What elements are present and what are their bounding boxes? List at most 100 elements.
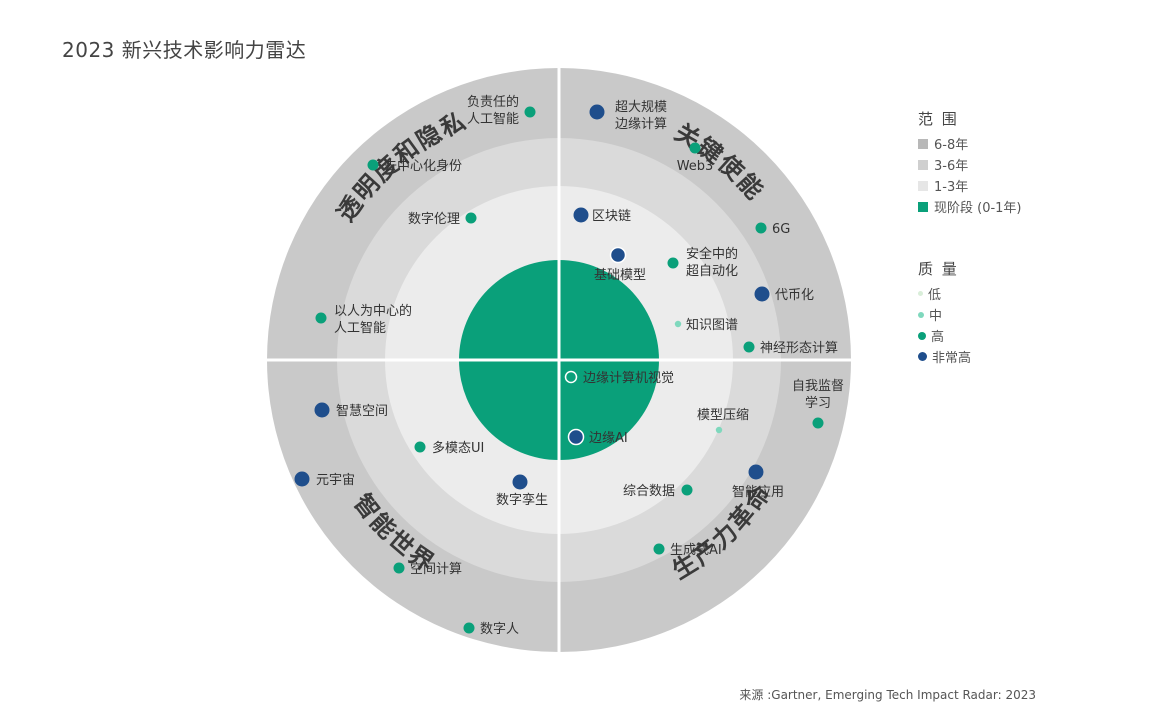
tech-dot (743, 341, 755, 353)
range-legend: 范 围 6-8年 3-6年 1-3年 现阶段 (0-1年) (918, 108, 1022, 217)
tech-label: 智能应用 (732, 484, 784, 500)
tech-dot (465, 212, 477, 224)
tech-dot (463, 622, 475, 634)
tech-label-line2: 人工智能 (334, 321, 386, 336)
tech-label: 模型压缩 (697, 407, 749, 423)
tech-item: 数字伦理 (408, 212, 477, 227)
tech-dot (589, 104, 605, 120)
tech-item: 元宇宙 (294, 471, 355, 488)
tech-item: 区块链 (573, 207, 631, 224)
quality-label: 低 (928, 288, 942, 303)
range-legend-item: 1-3年 (918, 175, 1022, 196)
tech-dot (812, 417, 824, 429)
tech-dot (524, 106, 536, 118)
tech-label: 数字伦理 (408, 212, 460, 227)
quality-dot (918, 291, 923, 296)
tech-label: 多模态UI (432, 440, 484, 456)
tech-label-line2: 人工智能 (467, 112, 519, 127)
tech-label: 区块链 (592, 209, 631, 224)
tech-label: 智慧空间 (336, 403, 388, 419)
tech-dot (754, 286, 770, 302)
range-swatch (918, 138, 928, 149)
tech-dot (755, 222, 767, 234)
range-legend-item: 3-6年 (918, 154, 1022, 175)
tech-dot (674, 320, 682, 328)
tech-dot (315, 312, 327, 324)
tech-item: 基础模型 (594, 246, 646, 283)
tech-label: 综合数据 (623, 484, 675, 499)
tech-item: 生成式AI (653, 543, 722, 558)
tech-label: 代币化 (775, 288, 814, 303)
tech-item: 数字孪生 (496, 474, 548, 508)
quality-legend: 质 量 低中高非常高 (918, 258, 971, 367)
range-legend-item: 现阶段 (0-1年) (918, 196, 1022, 217)
tech-label: 知识图谱 (686, 317, 738, 333)
tech-item: 模型压缩 (697, 407, 749, 434)
quality-legend-item: 低 (918, 283, 971, 304)
tech-dot (414, 441, 426, 453)
tech-label: 数字孪生 (496, 492, 548, 508)
tech-dot (294, 471, 310, 487)
range-label: 1-3年 (934, 180, 969, 195)
tech-item: 空间计算 (393, 562, 462, 577)
tech-dot (681, 484, 693, 496)
tech-item: 多模态UI (414, 440, 484, 456)
tech-dot (689, 142, 701, 154)
tech-item: 知识图谱 (674, 317, 738, 333)
tech-label-line2: 边缘计算 (615, 117, 667, 132)
tech-dot (367, 159, 379, 171)
tech-dot (564, 370, 578, 384)
tech-item: 智能应用 (732, 464, 784, 500)
tech-label: 基础模型 (594, 268, 646, 283)
tech-item: Web3 (677, 142, 714, 174)
range-legend-title: 范 围 (918, 110, 959, 128)
tech-label: 6G (772, 222, 790, 237)
tech-label: 数字人 (480, 622, 519, 637)
tech-label: 边缘计算机视觉 (583, 371, 674, 386)
quality-label: 中 (929, 309, 943, 324)
source-note: 来源 :Gartner, Emerging Tech Impact Radar:… (739, 688, 1036, 702)
range-legend-item: 6-8年 (918, 133, 1022, 154)
tech-label: 生成式AI (670, 543, 722, 558)
tech-label: 空间计算 (410, 562, 462, 577)
quality-label: 高 (931, 330, 945, 345)
range-label: 3-6年 (934, 159, 969, 174)
tech-label: 边缘AI (589, 431, 628, 446)
tech-dot (393, 562, 405, 574)
tech-label: Web3 (677, 159, 714, 174)
quality-dot (918, 352, 927, 361)
tech-item: 去中心化身份 (367, 158, 462, 174)
tech-item: 综合数据 (623, 484, 693, 499)
tech-label: 安全中的 (686, 246, 738, 262)
tech-dot (748, 464, 764, 480)
range-label: 6-8年 (934, 138, 969, 153)
tech-label: 元宇宙 (316, 473, 355, 488)
tech-label: 负责任的 (467, 94, 519, 110)
tech-item: 6G (755, 222, 790, 237)
quality-legend-item: 高 (918, 325, 971, 346)
tech-label: 自我监督 (792, 379, 844, 394)
range-swatch (918, 159, 928, 170)
tech-dot (667, 257, 679, 269)
quality-legend-item: 中 (918, 304, 971, 325)
quality-legend-title: 质 量 (918, 260, 959, 278)
tech-label: 超大规模 (615, 100, 667, 115)
quality-dot (918, 331, 926, 340)
page-title: 2023 新兴技术影响力雷达 (62, 38, 307, 62)
range-swatch (918, 180, 928, 191)
tech-label: 神经形态计算 (760, 341, 838, 356)
tech-dot (653, 543, 665, 555)
tech-item: 数字人 (463, 622, 519, 637)
tech-dot (715, 426, 723, 434)
range-swatch (918, 201, 928, 212)
quality-label: 非常高 (932, 351, 972, 366)
tech-item: 神经形态计算 (743, 341, 838, 356)
tech-dot (567, 428, 585, 446)
tech-item: 边缘AI (567, 428, 628, 446)
tech-dot (609, 246, 627, 264)
